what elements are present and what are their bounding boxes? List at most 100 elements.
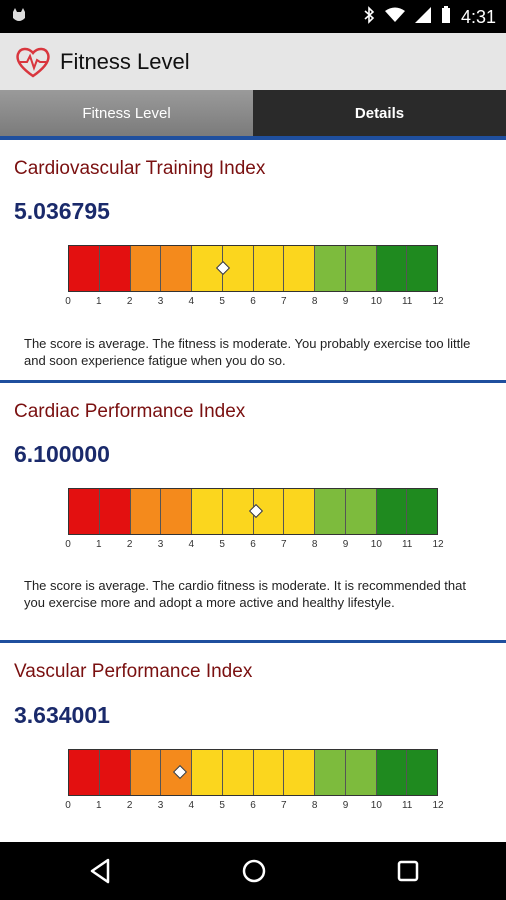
scale-tick-label: 6	[250, 539, 256, 550]
tab-fitness-level[interactable]: Fitness Level	[0, 90, 253, 136]
scale-tick-label: 7	[281, 296, 287, 307]
scale-segment	[376, 750, 408, 795]
scale-tick-label: 3	[157, 800, 164, 811]
score-scale	[68, 488, 438, 535]
card-title: Vascular Performance Index	[14, 661, 253, 682]
scale-tick-label: 6	[250, 800, 256, 811]
score-scale	[68, 749, 438, 796]
scale-segment	[345, 750, 377, 795]
scale-segment	[284, 246, 315, 291]
scale-tick-label: 2	[126, 539, 133, 550]
card-title: Cardiovascular Training Index	[14, 158, 266, 179]
scale-tick-label: 0	[65, 296, 71, 307]
scale-tick-label: 0	[65, 800, 71, 811]
scale-tick-label: 5	[219, 800, 225, 811]
scale-segment	[99, 246, 131, 291]
scale-tick-label: 8	[311, 539, 318, 550]
scale-tick-label: 2	[126, 296, 133, 307]
scale-segment	[345, 246, 377, 291]
scale-tick-label: 7	[281, 800, 287, 811]
scale-tick-label: 10	[370, 296, 382, 307]
status-bar: 4:31	[0, 0, 506, 33]
card-title: Cardiac Performance Index	[14, 401, 246, 422]
scale-segment	[192, 489, 223, 534]
scale-segment	[315, 489, 346, 534]
scale-segment	[284, 750, 315, 795]
scale-segment	[253, 750, 285, 795]
card-divider	[0, 380, 506, 383]
scale-tick-label: 12	[432, 800, 444, 811]
scale-tick-label: 11	[401, 800, 413, 811]
scale-tick-label: 11	[401, 296, 413, 307]
scale-tick-label: 1	[96, 800, 102, 811]
scale-segment	[69, 750, 100, 795]
scale-tick-label: 5	[219, 296, 225, 307]
scale-tick-label: 1	[96, 539, 102, 550]
home-icon[interactable]	[239, 856, 269, 886]
scale-segment	[161, 246, 192, 291]
scale-tick-label: 10	[370, 539, 382, 550]
scale-segment	[376, 489, 408, 534]
scale-segment	[130, 750, 162, 795]
score-description: The score is average. The cardio fitness…	[24, 578, 466, 610]
scale-ticks: 0 1 2 3 4 5 6 7 8 9 10 11 12	[60, 800, 446, 816]
scale-segment	[253, 246, 285, 291]
bluetooth-icon	[363, 6, 375, 29]
recents-icon[interactable]	[393, 856, 423, 886]
wifi-icon	[384, 7, 405, 28]
scale-tick-label: 7	[281, 539, 287, 550]
scale-tick-label: 9	[342, 539, 349, 550]
heart-pulse-icon	[16, 47, 50, 78]
scale-tick-label: 9	[342, 800, 349, 811]
scale-tick-label: 0	[65, 539, 71, 550]
scale-segment	[69, 489, 100, 534]
card-cardiovascular-training: Cardiovascular Training Index 5.036795 0…	[0, 140, 506, 380]
scale-tick-label: 1	[96, 296, 102, 307]
scale-segment	[161, 489, 192, 534]
scale-tick-label: 4	[188, 800, 195, 811]
tab-indicator	[0, 136, 506, 140]
scale-tick-label: 5	[219, 539, 225, 550]
scale-tick-label: 11	[401, 539, 413, 550]
scale-segment	[99, 489, 131, 534]
scale-segment	[345, 489, 377, 534]
app-bar: Fitness Level	[0, 33, 506, 90]
battery-icon	[441, 6, 451, 29]
scale-tick-label: 10	[370, 800, 382, 811]
tab-details[interactable]: Details	[253, 90, 506, 136]
scale-segment	[130, 246, 162, 291]
scale-segment	[192, 750, 223, 795]
clock-time: 4:31	[460, 7, 496, 27]
scale-segment	[407, 489, 437, 534]
score-description: The score is average. The fitness is mod…	[24, 336, 471, 368]
score-value: 5.036795	[14, 198, 110, 224]
scale-segment	[376, 246, 408, 291]
scale-segment	[407, 750, 437, 795]
scale-segment	[407, 246, 437, 291]
scale-tick-label: 3	[157, 539, 164, 550]
scale-tick-label: 9	[342, 296, 349, 307]
scale-segment	[69, 246, 100, 291]
scale-ticks: 0 1 2 3 4 5 6 7 8 9 10 11 12	[60, 296, 446, 312]
scale-tick-label: 6	[250, 296, 256, 307]
navigation-bar	[0, 842, 506, 900]
scale-tick-label: 8	[311, 800, 318, 811]
tab-bar: Fitness Level Details	[0, 90, 506, 136]
score-scale	[68, 245, 438, 292]
signal-icon	[414, 7, 431, 28]
android-debug-icon	[10, 6, 28, 29]
scale-ticks: 0 1 2 3 4 5 6 7 8 9 10 11 12	[60, 539, 446, 555]
score-value: 6.100000	[14, 441, 110, 467]
scale-tick-label: 4	[188, 296, 195, 307]
scale-segment	[284, 489, 315, 534]
scale-tick-label: 2	[126, 800, 133, 811]
back-icon[interactable]	[86, 856, 116, 886]
scale-tick-label: 12	[432, 296, 444, 307]
scale-segment	[315, 246, 346, 291]
scale-tick-label: 8	[311, 296, 318, 307]
scale-tick-label: 3	[157, 296, 164, 307]
app-title: Fitness Level	[60, 48, 190, 74]
scale-segment	[99, 750, 131, 795]
